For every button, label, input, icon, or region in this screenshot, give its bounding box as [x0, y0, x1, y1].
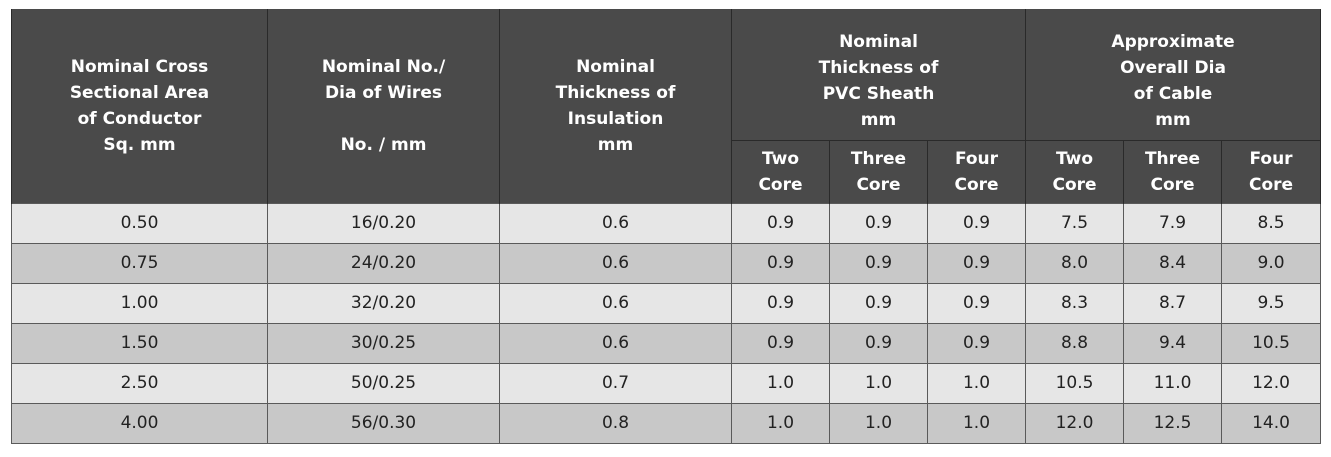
cell-area: 2.50 — [11, 362, 268, 404]
subheader-overall-two-core: Two Core — [1025, 139, 1125, 203]
cell-sheath-three-core: 1.0 — [829, 402, 928, 444]
cell-insulation: 0.6 — [499, 322, 732, 364]
cell-sheath-two-core: 0.9 — [731, 242, 830, 284]
table-body: 0.50 16/0.20 0.6 0.9 0.9 0.9 7.5 7.9 8.5… — [11, 202, 1322, 444]
cell-sheath-four-core: 1.0 — [926, 362, 1027, 404]
cell-insulation: 0.8 — [499, 402, 732, 444]
cell-sheath-two-core: 0.9 — [731, 202, 830, 244]
cell-sheath-four-core: 0.9 — [926, 202, 1027, 244]
cell-overall-two-core: 8.0 — [1025, 242, 1125, 284]
cell-overall-two-core: 8.8 — [1025, 322, 1125, 364]
table-row: 2.50 50/0.25 0.7 1.0 1.0 1.0 10.5 11.0 1… — [11, 362, 1322, 404]
header-overall-dia: Approximate Overall Dia of Cable mm — [1025, 9, 1322, 140]
cell-sheath-three-core: 0.9 — [829, 242, 928, 284]
cell-overall-three-core: 7.9 — [1123, 202, 1223, 244]
cell-insulation: 0.7 — [499, 362, 732, 404]
cable-spec-table: Nominal Cross Sectional Area of Conducto… — [11, 9, 1322, 444]
cell-wires: 30/0.25 — [267, 322, 500, 364]
cell-wires: 56/0.30 — [267, 402, 500, 444]
cell-sheath-three-core: 1.0 — [829, 362, 928, 404]
cell-overall-two-core: 12.0 — [1025, 402, 1125, 444]
subheader-overall-four-core: Four Core — [1221, 139, 1322, 203]
cell-overall-three-core: 8.7 — [1123, 282, 1223, 324]
header-sheath-thickness: Nominal Thickness of PVC Sheath mm — [730, 9, 1027, 140]
cell-sheath-three-core: 0.9 — [829, 322, 928, 364]
subheader-sheath-four-core: Four Core — [926, 139, 1027, 203]
cell-insulation: 0.6 — [499, 282, 732, 324]
cell-sheath-two-core: 0.9 — [731, 282, 830, 324]
subheader-sheath-two-core: Two Core — [731, 139, 830, 203]
cell-sheath-two-core: 0.9 — [731, 322, 830, 364]
cell-area: 1.50 — [11, 322, 268, 364]
cell-overall-four-core: 8.5 — [1221, 202, 1322, 244]
table-row: 4.00 56/0.30 0.8 1.0 1.0 1.0 12.0 12.5 1… — [11, 402, 1322, 444]
cell-area: 4.00 — [11, 402, 268, 444]
cell-overall-two-core: 10.5 — [1025, 362, 1125, 404]
cell-wires: 16/0.20 — [267, 202, 500, 244]
header-wires: Nominal No./ Dia of Wires No. / mm — [267, 9, 500, 203]
cell-sheath-four-core: 0.9 — [926, 322, 1027, 364]
cell-sheath-three-core: 0.9 — [829, 282, 928, 324]
table-row: 0.75 24/0.20 0.6 0.9 0.9 0.9 8.0 8.4 9.0 — [11, 242, 1322, 284]
cell-wires: 32/0.20 — [267, 282, 500, 324]
cell-overall-two-core: 7.5 — [1025, 202, 1125, 244]
cell-overall-three-core: 8.4 — [1123, 242, 1223, 284]
table-row: 0.50 16/0.20 0.6 0.9 0.9 0.9 7.5 7.9 8.5 — [11, 202, 1322, 244]
subheader-sheath-three-core: Three Core — [829, 139, 928, 203]
header-conductor-area: Nominal Cross Sectional Area of Conducto… — [11, 9, 268, 203]
cell-area: 1.00 — [11, 282, 268, 324]
cell-sheath-four-core: 0.9 — [926, 282, 1027, 324]
cell-overall-four-core: 12.0 — [1221, 362, 1322, 404]
cell-sheath-four-core: 1.0 — [926, 402, 1027, 444]
cell-insulation: 0.6 — [499, 202, 732, 244]
cell-overall-two-core: 8.3 — [1025, 282, 1125, 324]
cell-sheath-two-core: 1.0 — [731, 402, 830, 444]
cell-area: 0.50 — [11, 202, 268, 244]
cell-sheath-four-core: 0.9 — [926, 242, 1027, 284]
cell-overall-three-core: 12.5 — [1123, 402, 1223, 444]
cell-sheath-two-core: 1.0 — [731, 362, 830, 404]
cell-overall-four-core: 9.5 — [1221, 282, 1322, 324]
table-row: 1.00 32/0.20 0.6 0.9 0.9 0.9 8.3 8.7 9.5 — [11, 282, 1322, 324]
header-insulation-thickness: Nominal Thickness of Insulation mm — [499, 9, 732, 203]
cell-overall-four-core: 10.5 — [1221, 322, 1322, 364]
cell-overall-three-core: 11.0 — [1123, 362, 1223, 404]
cell-overall-four-core: 9.0 — [1221, 242, 1322, 284]
cell-insulation: 0.6 — [499, 242, 732, 284]
cell-overall-three-core: 9.4 — [1123, 322, 1223, 364]
cell-wires: 24/0.20 — [267, 242, 500, 284]
cell-wires: 50/0.25 — [267, 362, 500, 404]
cell-sheath-three-core: 0.9 — [829, 202, 928, 244]
cell-area: 0.75 — [11, 242, 268, 284]
cell-overall-four-core: 14.0 — [1221, 402, 1322, 444]
subheader-overall-three-core: Three Core — [1123, 139, 1223, 203]
table-row: 1.50 30/0.25 0.6 0.9 0.9 0.9 8.8 9.4 10.… — [11, 322, 1322, 364]
